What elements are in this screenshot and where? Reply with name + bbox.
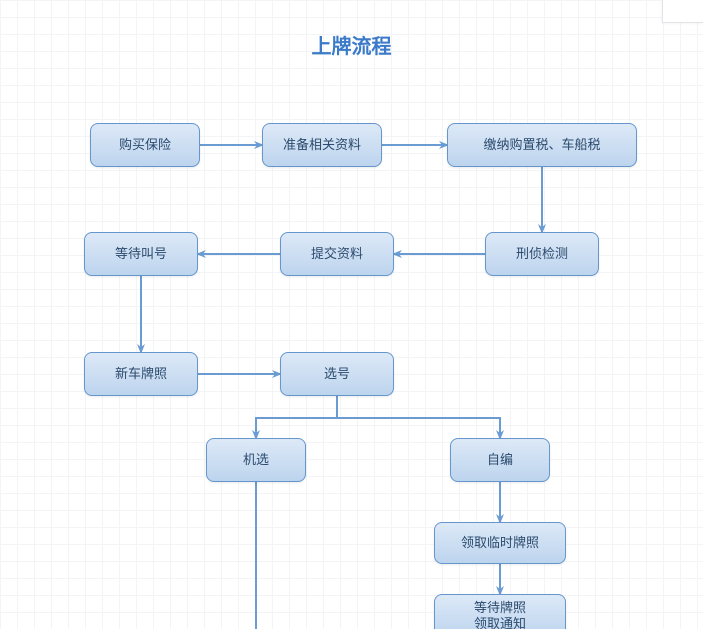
flow-node-label: 提交资料: [311, 246, 363, 262]
flow-node-label: 刑侦检测: [516, 246, 568, 262]
flow-node-label: 选号: [324, 366, 350, 382]
edge-layer: [0, 0, 703, 629]
flow-node-label: 准备相关资料: [283, 137, 361, 153]
flow-edge: [337, 396, 500, 438]
flow-node-n5: 提交资料: [280, 232, 394, 276]
flow-node-n6: 等待叫号: [84, 232, 198, 276]
flow-node-label: 自编: [487, 452, 513, 468]
flow-node-label: 缴纳购置税、车船税: [483, 137, 600, 153]
flow-edge: [256, 396, 337, 438]
flow-node-label: 等待牌照 领取通知: [474, 600, 526, 629]
diagram-title: 上牌流程: [0, 30, 703, 59]
flow-node-label: 购买保险: [119, 137, 171, 153]
flow-node-n7: 新车牌照: [84, 352, 198, 396]
flow-node-label: 等待叫号: [115, 246, 167, 262]
flow-node-label: 领取临时牌照: [461, 535, 539, 551]
flow-node-label: 新车牌照: [115, 366, 167, 382]
page-corner-fold: [662, 0, 703, 23]
flow-node-n10: 自编: [450, 438, 550, 482]
flow-node-n3: 缴纳购置税、车船税: [447, 123, 637, 167]
flow-node-n12: 等待牌照 领取通知: [434, 594, 566, 629]
flow-node-label: 机选: [243, 452, 269, 468]
flow-node-n1: 购买保险: [90, 123, 200, 167]
flow-node-n11: 领取临时牌照: [434, 522, 566, 564]
flow-node-n8: 选号: [280, 352, 394, 396]
flow-node-n2: 准备相关资料: [262, 123, 382, 167]
flow-node-n4: 刑侦检测: [485, 232, 599, 276]
flow-node-n9: 机选: [206, 438, 306, 482]
